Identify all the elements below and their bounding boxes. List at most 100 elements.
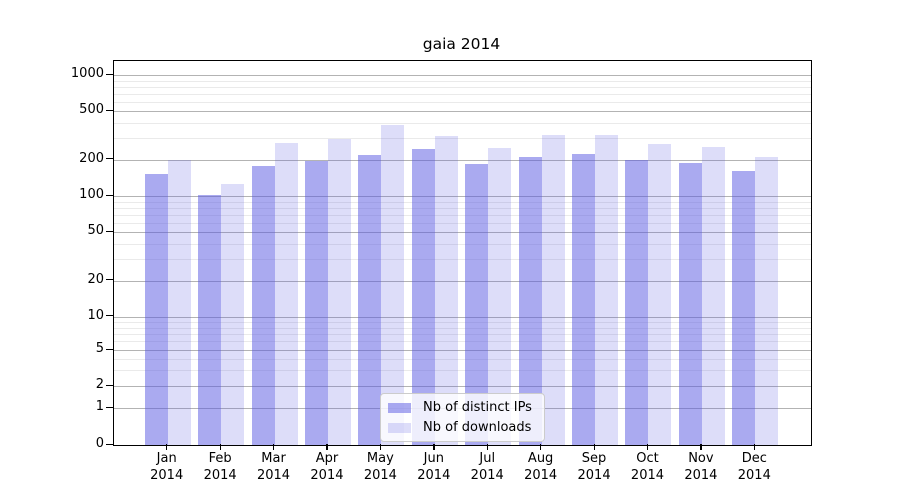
- x-tick-label-feb: Feb 2014: [193, 451, 247, 484]
- gridline-minor: [114, 259, 811, 261]
- x-tick-label-nov: Nov 2014: [674, 451, 728, 484]
- gridline-minor: [114, 101, 811, 103]
- gridline-minor: [114, 333, 811, 335]
- legend-swatch-downloads-icon: [388, 422, 411, 433]
- x-tick-month: Dec: [741, 451, 767, 466]
- y-tick-mark: [106, 194, 113, 196]
- legend-label: Nb of distinct IPs: [423, 400, 532, 415]
- y-tick-mark: [106, 73, 113, 75]
- legend-label: Nb of downloads: [423, 420, 532, 435]
- x-tick-label-mar: Mar 2014: [247, 451, 301, 484]
- x-tick-month: Aug: [527, 451, 554, 466]
- x-tick-month: May: [366, 451, 394, 466]
- x-tick-year: 2014: [630, 467, 665, 483]
- bar-apr-distinct-ips: [304, 160, 328, 445]
- gridline-minor: [114, 214, 811, 216]
- plot-area: Nb of distinct IPs Nb of downloads: [113, 60, 812, 446]
- x-tick-mark: [646, 444, 649, 450]
- legend-item-distinct-ips: Nb of distinct IPs: [388, 400, 532, 415]
- x-tick-year: 2014: [524, 467, 558, 483]
- x-tick-year: 2014: [417, 467, 451, 483]
- y-tick-label-100: 100: [79, 187, 104, 202]
- gridline-minor: [114, 201, 811, 203]
- bar-jul-downloads: [488, 148, 512, 445]
- legend-swatch-distinct-ips-icon: [388, 402, 411, 413]
- x-tick-mark: [433, 444, 435, 450]
- gridline-major: [114, 386, 811, 387]
- x-tick-mark: [166, 444, 168, 450]
- gridline-minor: [114, 358, 811, 360]
- bar-jun-downloads: [434, 135, 458, 445]
- x-tick-year: 2014: [470, 467, 504, 483]
- y-tick-mark: [106, 109, 113, 112]
- gridline-major: [114, 111, 811, 113]
- x-tick-month: Jul: [479, 451, 496, 466]
- y-tick-mark: [106, 279, 113, 281]
- bar-jan-distinct-ips: [144, 174, 168, 445]
- bar-dec-downloads: [755, 156, 779, 445]
- y-tick-label-2: 2: [95, 377, 104, 392]
- bar-mar-downloads: [274, 143, 298, 445]
- gridline-major: [114, 75, 811, 76]
- gridline-minor: [114, 370, 811, 372]
- bar-oct-distinct-ips: [625, 160, 649, 445]
- y-tick-label-20: 20: [87, 271, 104, 287]
- gridline-minor: [114, 138, 811, 140]
- y-tick-label-500: 500: [79, 102, 104, 118]
- legend-item-downloads: Nb of downloads: [388, 420, 532, 435]
- x-tick-mark: [700, 444, 702, 450]
- bar-jun-distinct-ips: [411, 149, 435, 445]
- gridline-major: [114, 280, 811, 282]
- gridline-minor: [114, 80, 811, 82]
- x-tick-mark: [326, 444, 328, 450]
- x-tick-label-dec: Dec 2014: [727, 451, 781, 484]
- y-tick-label-5: 5: [95, 341, 104, 357]
- gridline-minor: [114, 93, 811, 95]
- y-tick-mark: [106, 315, 113, 317]
- x-tick-mark: [593, 444, 595, 450]
- x-tick-year: 2014: [737, 467, 771, 483]
- gridline-minor: [114, 222, 811, 224]
- x-tick-label-jul: Jul 2014: [460, 451, 514, 484]
- x-tick-mark: [540, 444, 542, 450]
- y-tick-mark: [106, 158, 113, 160]
- gridline-minor: [114, 341, 811, 343]
- x-tick-mark: [753, 444, 756, 450]
- gridline-major: [114, 350, 811, 352]
- x-tick-mark: [486, 444, 489, 450]
- gridline-minor: [114, 321, 811, 323]
- x-tick-year: 2014: [203, 467, 237, 483]
- bar-aug-distinct-ips: [518, 157, 542, 445]
- bar-feb-distinct-ips: [198, 194, 222, 445]
- bar-sep-downloads: [595, 135, 619, 445]
- x-tick-label-may: May 2014: [353, 451, 407, 484]
- gridline-major: [114, 316, 811, 318]
- legend: Nb of distinct IPs Nb of downloads: [380, 393, 545, 442]
- x-tick-label-oct: Oct 2014: [620, 451, 674, 484]
- x-tick-year: 2014: [310, 467, 344, 483]
- bar-jul-distinct-ips: [465, 163, 489, 445]
- y-tick-label-200: 200: [79, 150, 104, 166]
- y-tick-label-50: 50: [87, 223, 104, 239]
- bar-aug-downloads: [541, 134, 565, 445]
- x-tick-label-jun: Jun 2014: [407, 451, 461, 484]
- x-tick-year: 2014: [150, 467, 184, 483]
- gridline-minor: [114, 86, 811, 88]
- x-tick-month: Feb: [208, 451, 232, 466]
- y-tick-mark: [106, 348, 113, 351]
- bar-dec-distinct-ips: [732, 170, 756, 445]
- x-tick-month: Mar: [261, 451, 286, 466]
- x-tick-mark: [219, 444, 221, 450]
- x-tick-label-sep: Sep 2014: [567, 451, 621, 484]
- gridline-major: [114, 196, 811, 197]
- bar-feb-downloads: [221, 184, 245, 445]
- y-tick-label-10: 10: [87, 307, 104, 323]
- x-tick-mark: [379, 444, 382, 450]
- gridline-minor: [114, 327, 811, 329]
- bar-apr-downloads: [327, 139, 351, 445]
- x-tick-month: Apr: [315, 451, 339, 466]
- x-tick-year: 2014: [363, 467, 397, 483]
- y-tick-mark: [106, 443, 113, 445]
- gridline-minor: [114, 244, 811, 246]
- y-tick-label-0: 0: [95, 436, 104, 451]
